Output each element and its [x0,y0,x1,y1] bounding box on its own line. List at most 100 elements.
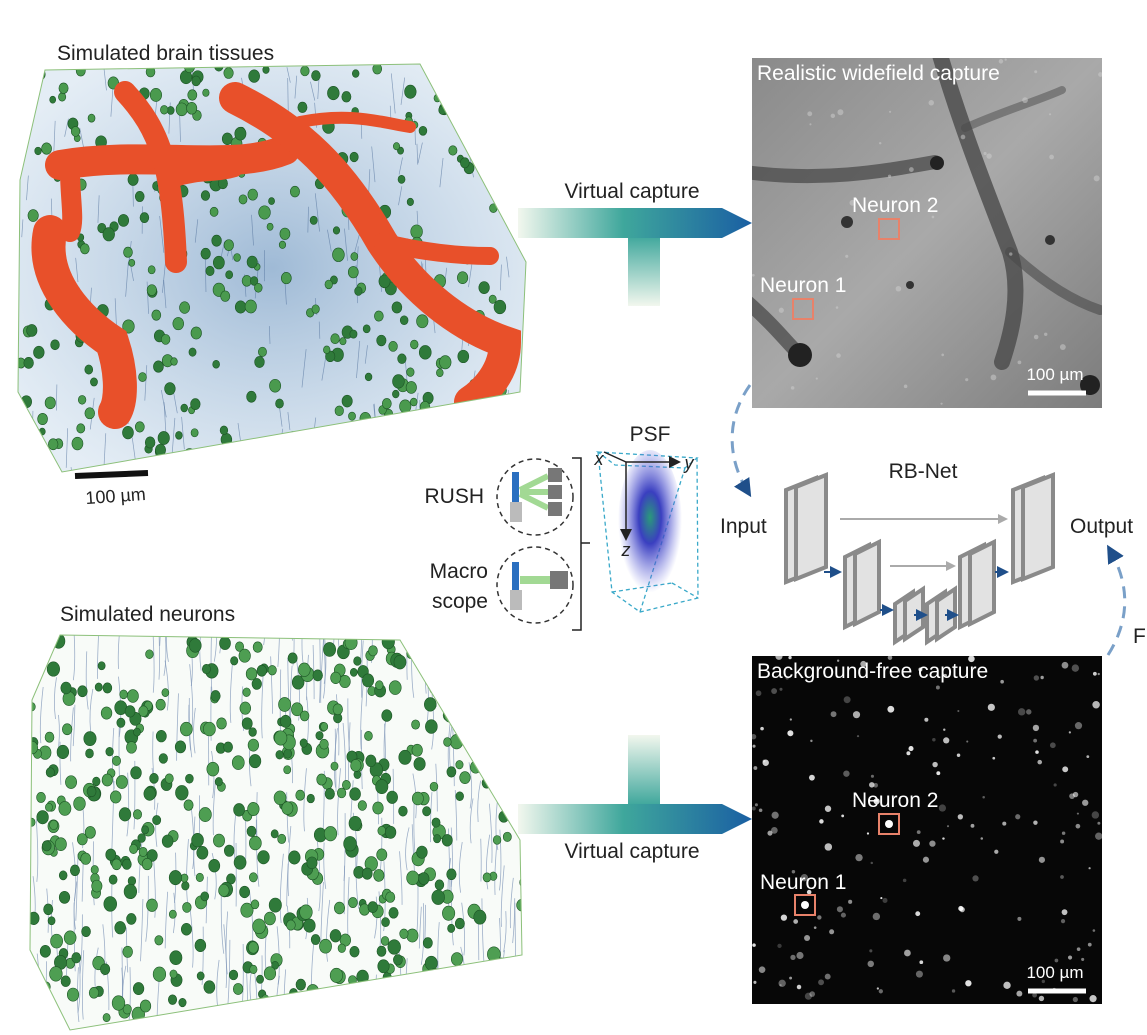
soma [270,465,279,472]
soma [233,253,241,262]
bright-spot [956,753,961,758]
soma [234,300,247,314]
psf-title: PSF [630,423,671,446]
soma [375,779,389,795]
neurite [220,891,225,954]
neurite [111,883,114,938]
soma [362,324,371,334]
soma [353,434,362,443]
soma [155,698,166,711]
neurite [503,635,507,692]
soma [374,310,384,322]
soma [341,394,353,408]
soma [256,464,267,472]
soma [223,239,234,251]
neurite [461,902,466,956]
speckle [1049,154,1054,160]
soma [124,705,136,718]
soma [30,1006,36,1016]
neurite [439,157,444,188]
neurite [508,390,511,426]
soma [330,333,340,345]
neurite [368,445,373,469]
neuron-box [792,298,814,320]
soma [385,891,396,903]
soma [295,789,305,801]
bright-spot [753,766,758,770]
soma [71,436,84,451]
soma [23,357,34,369]
soma [387,939,401,955]
soma [266,222,274,231]
soma [380,936,390,946]
soma [297,101,308,113]
soma [476,741,485,752]
bright-spot [818,979,825,986]
soma [268,897,282,913]
soma [312,669,323,682]
soma [116,717,126,728]
bright-spot [972,875,979,882]
soma [392,374,405,389]
soma [49,95,57,104]
soma [440,647,453,662]
bright-spot [866,832,870,835]
soma [340,454,350,465]
soma [20,115,29,125]
background-free-image [752,656,1102,1004]
soma [100,706,113,720]
network-output: Output [1070,515,1133,538]
soma [85,748,94,759]
soma [484,433,495,446]
soma [221,132,233,146]
soma [256,664,267,677]
bright-spot [957,814,964,820]
soma [97,661,106,671]
soma [455,439,464,449]
bright-spot [753,980,757,984]
bright-spots [752,656,1102,1003]
soma [455,760,464,770]
soma [195,872,204,883]
soma [329,929,342,943]
bright-spot [951,989,956,993]
soma [418,125,428,136]
soma [203,721,216,737]
panel-title: Simulated brain tissues [57,42,274,65]
neurite [356,340,361,379]
soma [395,424,406,437]
neurite [140,898,144,962]
scale-bar [74,470,149,479]
soma [263,1021,272,1030]
vessels [31,81,522,429]
neuron-label: Neuron 2 [852,789,938,812]
soma [175,431,183,440]
soma [295,978,306,991]
bright-spot [918,667,923,672]
soma [58,92,67,102]
soma [306,856,318,870]
soma [332,703,343,716]
bright-spot [852,711,861,719]
soma [117,214,130,227]
soma [507,670,520,684]
neurite [440,635,443,665]
soma [353,656,362,666]
speckle [879,141,882,145]
neurite [477,780,481,823]
soma [480,139,491,152]
neurite [73,881,78,930]
feature-map [853,538,881,628]
soma [138,846,148,857]
soma [303,918,316,933]
neurite [176,693,179,761]
soma [470,981,479,992]
soma [443,737,452,747]
soma [279,227,291,240]
bright-spot [752,744,756,748]
soma [448,145,458,156]
soma [245,667,258,681]
speckle [1098,72,1102,77]
neurite [227,939,231,1008]
soma [465,708,475,719]
